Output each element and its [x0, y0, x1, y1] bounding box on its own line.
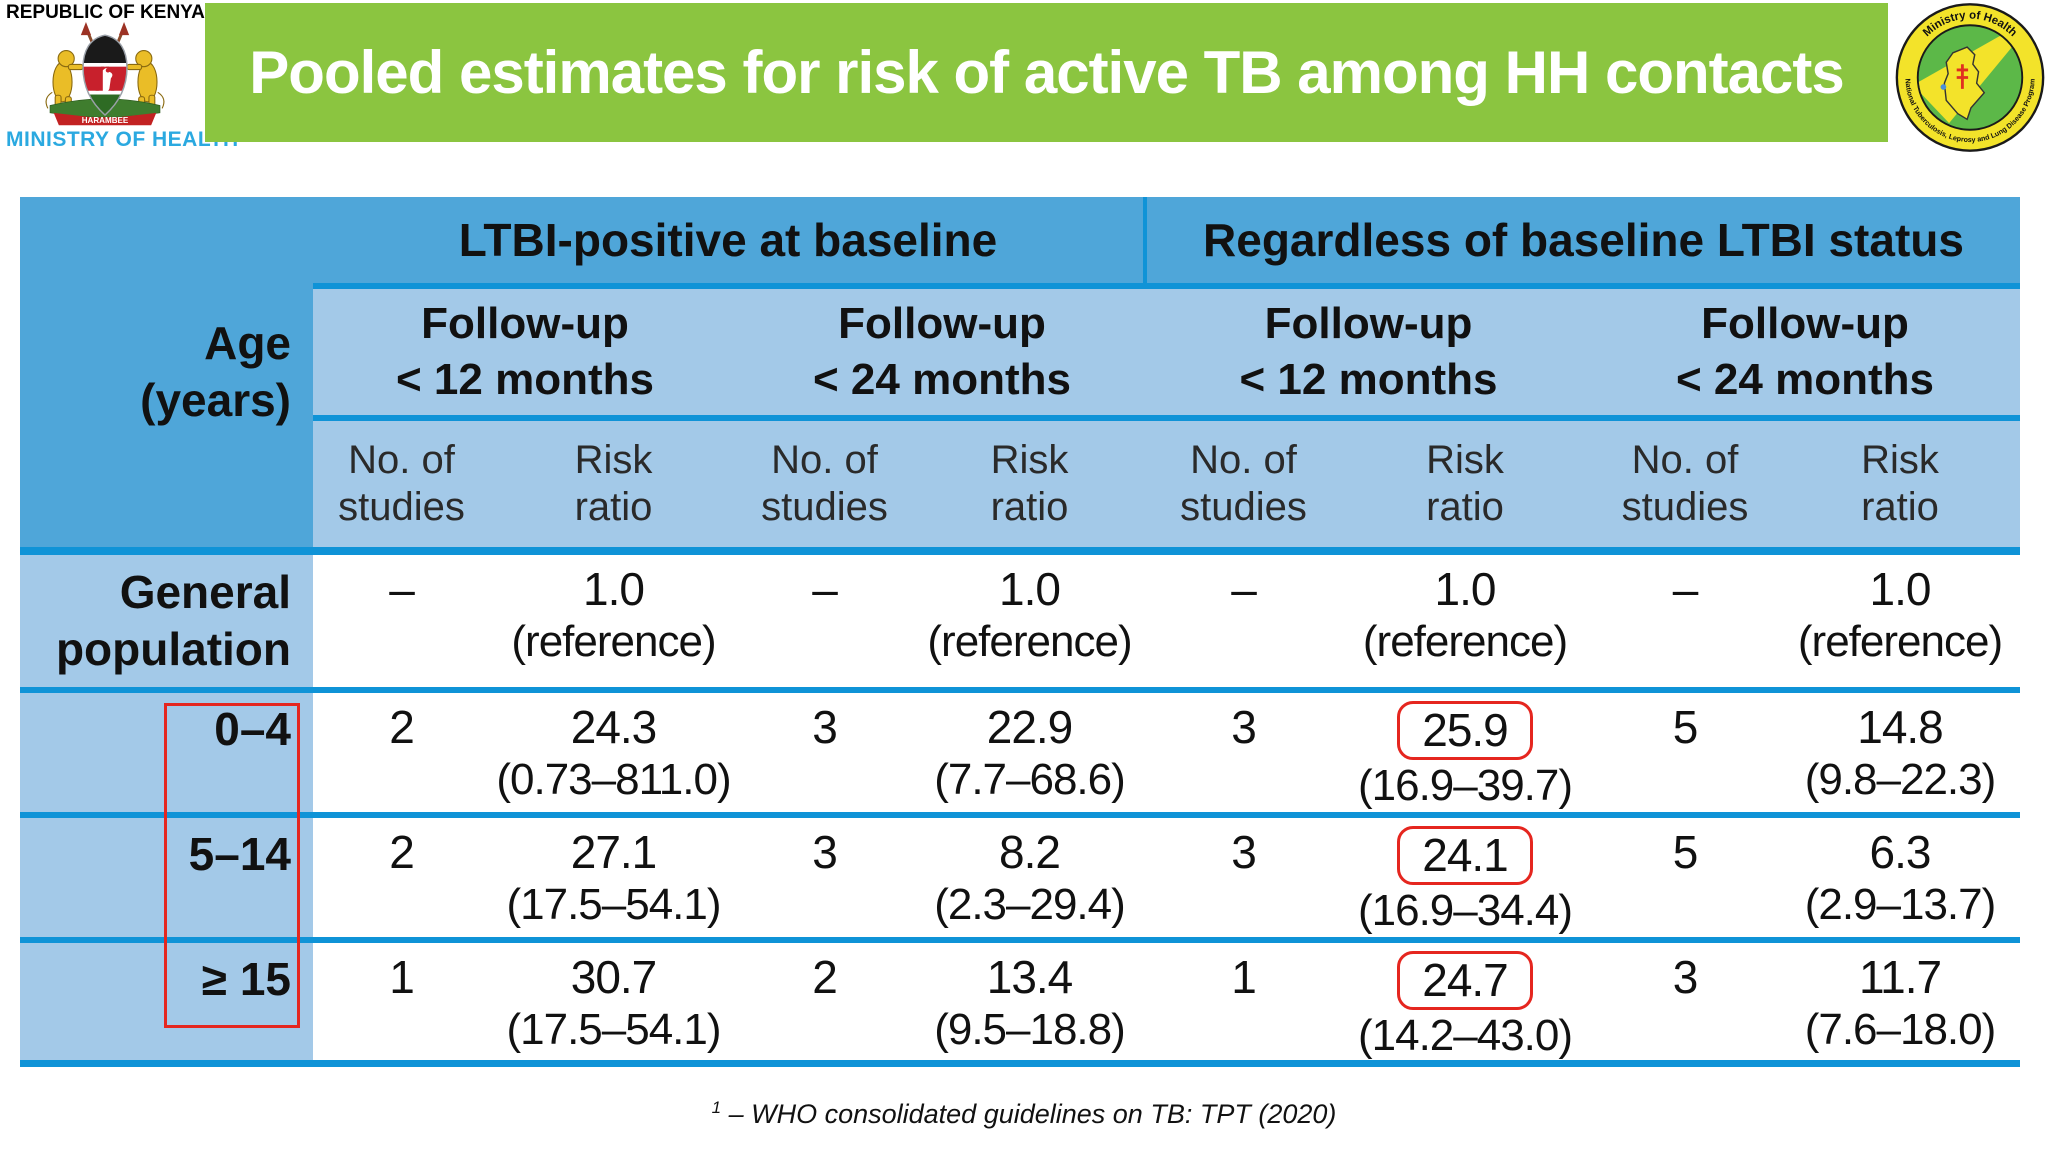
table-cell: 30.7 (17.5–54.1) [490, 943, 737, 1067]
title-banner: Pooled estimates for risk of active TB a… [205, 3, 1888, 142]
measure-header: Risk ratio [490, 421, 737, 555]
table-cell-highlighted: 24.1 (16.9–34.4) [1340, 818, 1590, 943]
republic-of-kenya-label: REPUBLIC OF KENYA [6, 2, 205, 23]
table-cell: 1.0 (reference) [490, 555, 737, 693]
table-cell: 6.3 (2.9–13.7) [1780, 818, 2020, 943]
table-cell: 1 [313, 943, 490, 1067]
followup-header: Follow-up < 12 months [1147, 289, 1590, 421]
pooled-estimates-table: Age (years) LTBI-positive at baseline Re… [20, 197, 2020, 1067]
table-cell: 5 [1590, 693, 1780, 818]
measure-header: Risk ratio [1780, 421, 2020, 555]
coat-of-arms-motto: HARAMBEE [82, 116, 129, 125]
table-cell: 3 [737, 693, 912, 818]
kenya-coat-of-arms-icon: HARAMBEE [45, 22, 165, 126]
table-cell-highlighted: 24.7 (14.2–43.0) [1340, 943, 1590, 1067]
table-cell: 13.4 (9.5–18.8) [912, 943, 1147, 1067]
table-cell: 1.0 (reference) [912, 555, 1147, 693]
table-cell: 1.0 (reference) [1780, 555, 2020, 693]
table-cell: 22.9 (7.7–68.6) [912, 693, 1147, 818]
measure-header: Risk ratio [912, 421, 1147, 555]
government-block: REPUBLIC OF KENYA [6, 0, 239, 160]
slide-title: Pooled estimates for risk of active TB a… [249, 39, 1844, 106]
row-label-general-population: General population [20, 555, 313, 693]
followup-header: Follow-up < 12 months [313, 289, 737, 421]
table-cell-highlighted: 25.9 (16.9–39.7) [1340, 693, 1590, 818]
table-cell: 14.8 (9.8–22.3) [1780, 693, 2020, 818]
measure-header: No. of studies [1590, 421, 1780, 555]
table-cell: 2 [313, 693, 490, 818]
measure-header: No. of studies [737, 421, 912, 555]
footnote-text: – WHO consolidated guidelines on TB: TPT… [721, 1099, 1337, 1129]
age-rows-annotation-box [164, 703, 300, 1028]
ntld-program-logo-icon: Ministry of Health National Tuberculosis… [1895, 3, 2045, 152]
measure-header: No. of studies [313, 421, 490, 555]
table-cell: 1 [1147, 943, 1340, 1067]
table-cell: 3 [1147, 818, 1340, 943]
followup-header: Follow-up < 24 months [737, 289, 1147, 421]
table-cell: 2 [313, 818, 490, 943]
table-cell: 24.3 (0.73–811.0) [490, 693, 737, 818]
table-cell: 3 [1590, 943, 1780, 1067]
table-cell: 1.0 (reference) [1340, 555, 1590, 693]
table-cell: – [313, 555, 490, 693]
table-cell: – [737, 555, 912, 693]
table-cell: 8.2 (2.3–29.4) [912, 818, 1147, 943]
age-years-header: Age (years) [20, 197, 313, 555]
table-cell: 11.7 (7.6–18.0) [1780, 943, 2020, 1067]
table-cell: – [1147, 555, 1340, 693]
table-cell: 27.1 (17.5–54.1) [490, 818, 737, 943]
group-header-regardless-ltbi: Regardless of baseline LTBI status [1147, 197, 2020, 289]
table-cell: 5 [1590, 818, 1780, 943]
table-cell: – [1590, 555, 1780, 693]
measure-header: Risk ratio [1340, 421, 1590, 555]
group-header-ltbi-positive: LTBI-positive at baseline [313, 197, 1147, 289]
footnote: 1 – WHO consolidated guidelines on TB: T… [0, 1098, 2048, 1130]
table-cell: 2 [737, 943, 912, 1067]
followup-header: Follow-up < 24 months [1590, 289, 2020, 421]
measure-header: No. of studies [1147, 421, 1340, 555]
table-cell: 3 [737, 818, 912, 943]
table-cell: 3 [1147, 693, 1340, 818]
footnote-superscript: 1 [711, 1098, 722, 1117]
ministry-of-health-label: MINISTRY OF HEALTH [6, 128, 239, 151]
